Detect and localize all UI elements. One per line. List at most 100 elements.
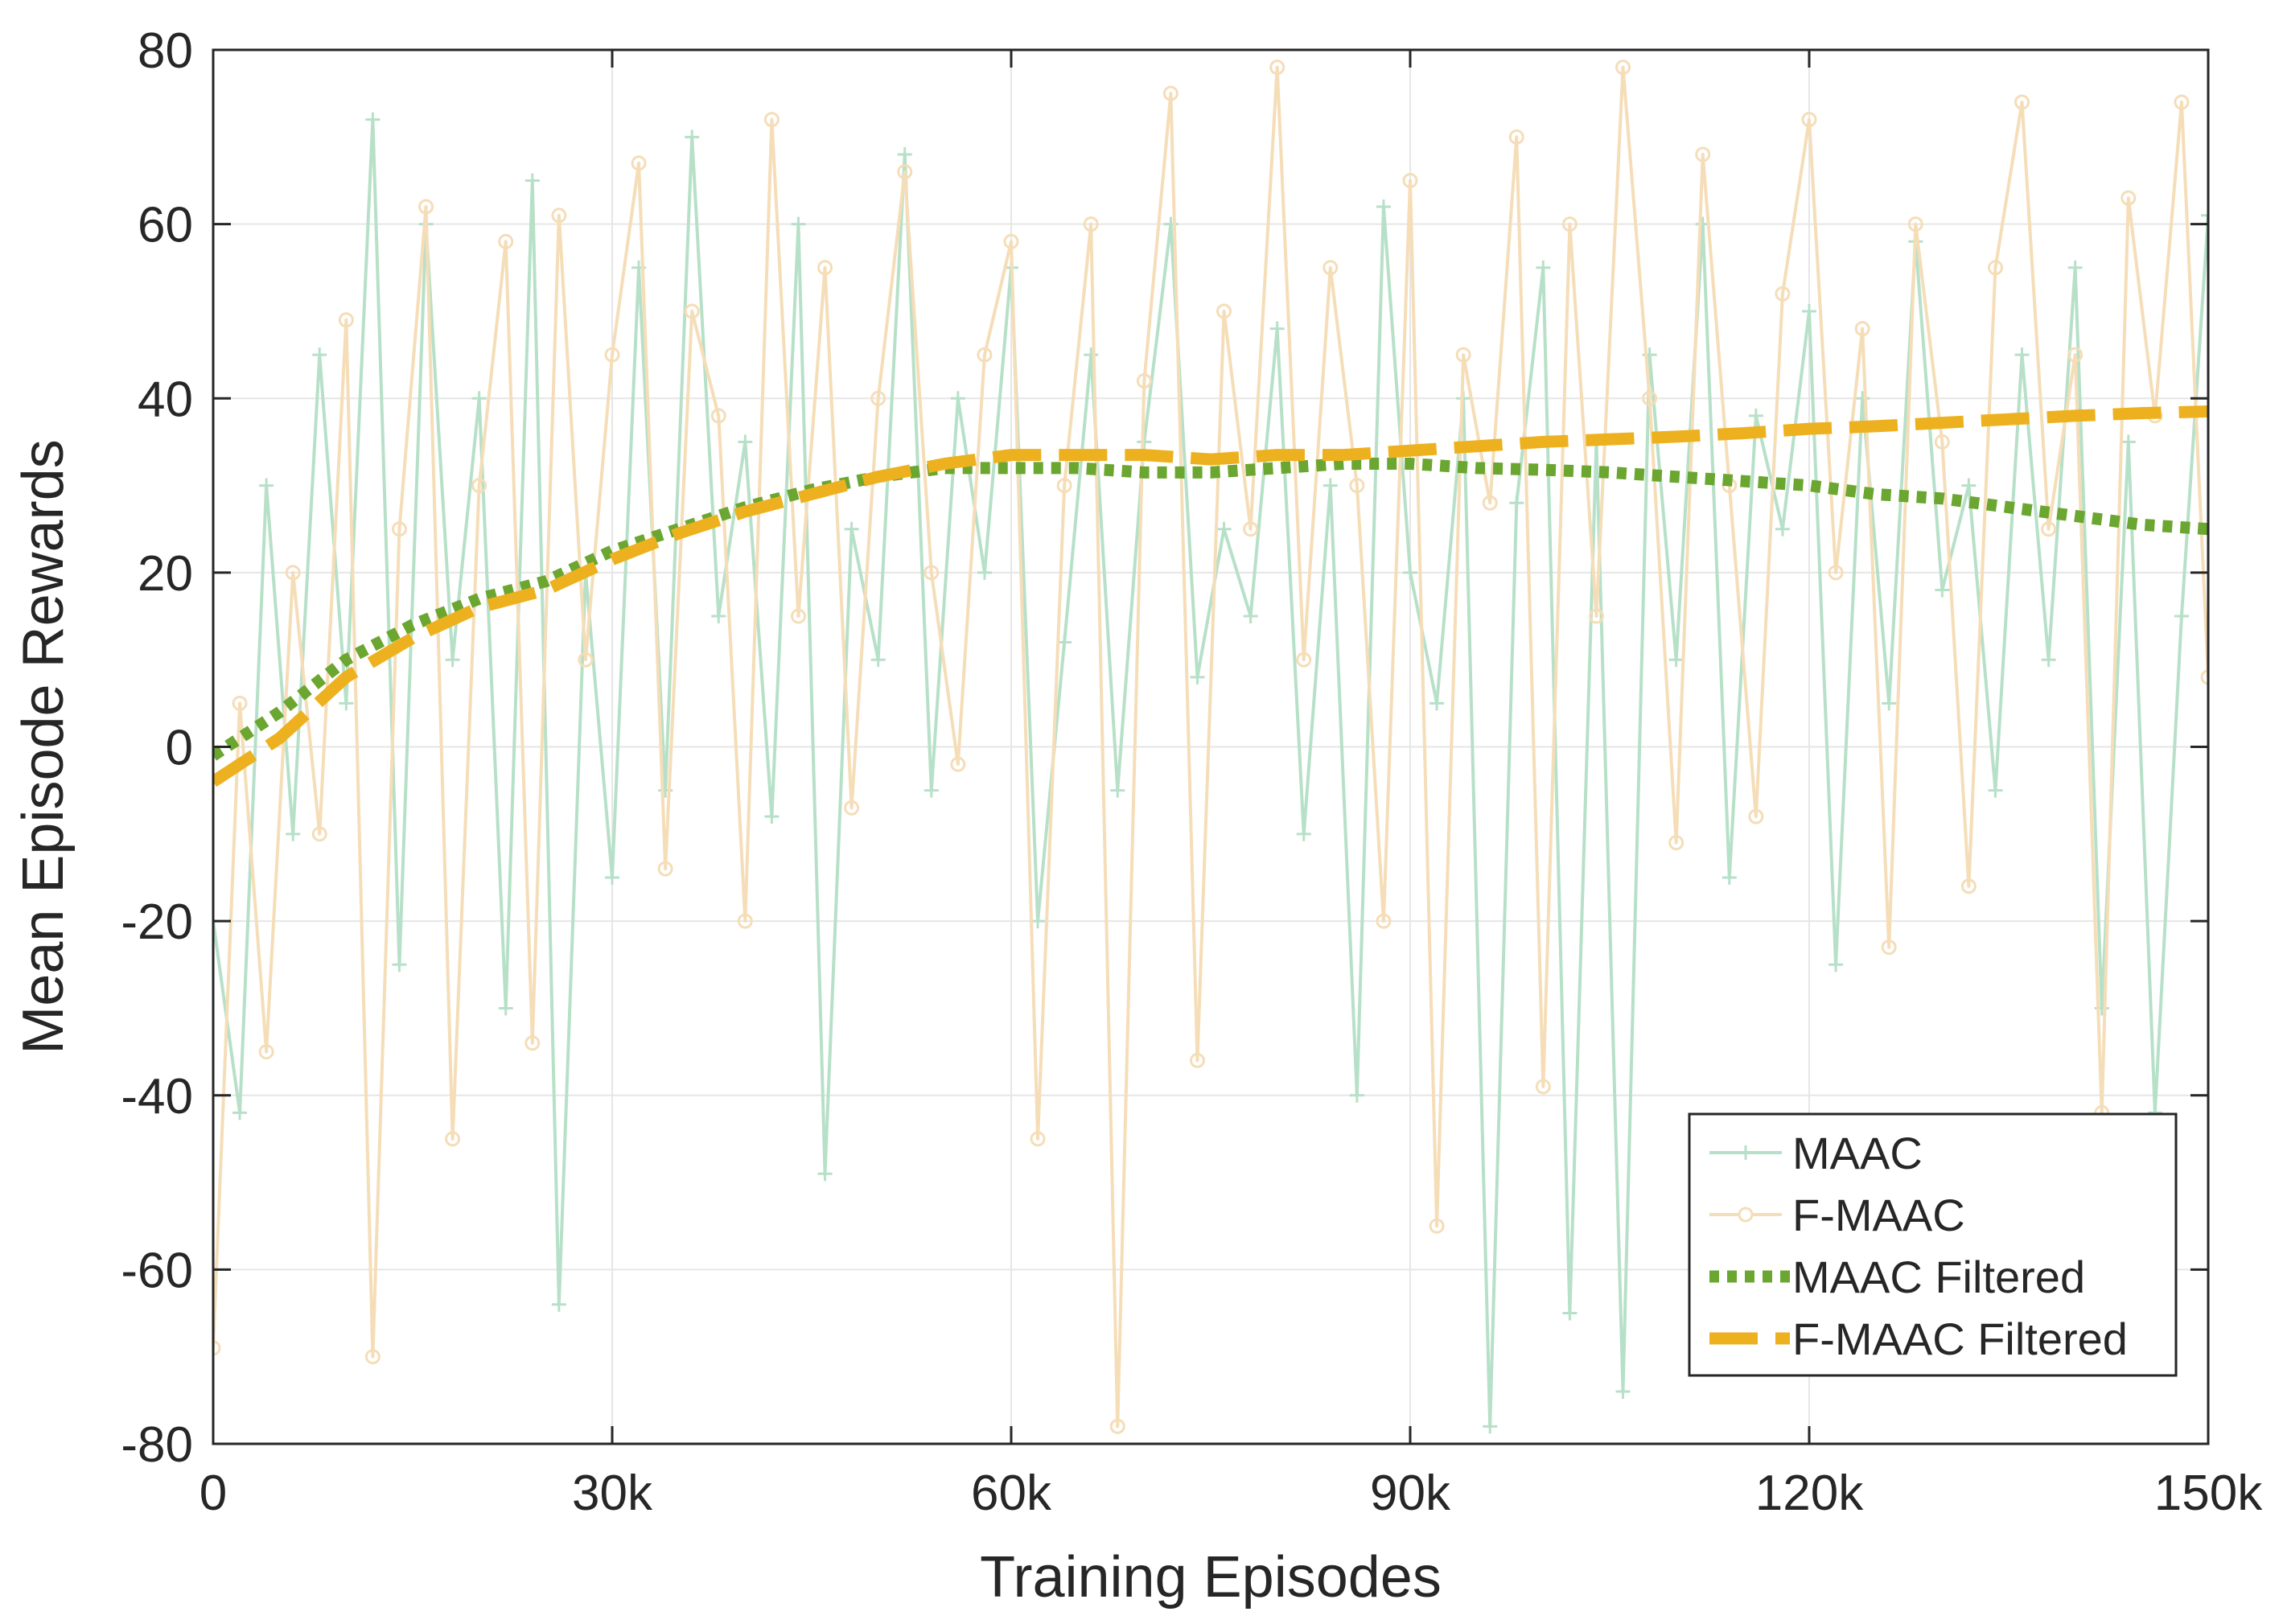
maac-point-marker bbox=[1190, 669, 1205, 685]
f-maac-point-marker bbox=[1748, 808, 1764, 824]
f-maac-point-marker bbox=[870, 390, 886, 406]
maac-point-marker bbox=[232, 1105, 248, 1120]
maac-point-marker bbox=[977, 565, 992, 580]
f-maac-point-marker bbox=[844, 800, 860, 816]
maac-point-marker bbox=[711, 609, 726, 624]
maac-point-marker bbox=[286, 826, 301, 841]
f-maac-point-marker bbox=[285, 565, 301, 581]
maac-point-marker bbox=[897, 146, 912, 162]
y-tick-label: -60 bbox=[121, 1243, 193, 1298]
f-maac-point-marker bbox=[213, 1340, 221, 1356]
maac-point-marker bbox=[1110, 783, 1125, 798]
maac-point-marker bbox=[1296, 826, 1311, 841]
f-maac-point-marker bbox=[1615, 60, 1631, 76]
maac-point-marker bbox=[685, 130, 700, 145]
legend-label: MAAC bbox=[1792, 1128, 1923, 1178]
f-maac-point-marker bbox=[1775, 286, 1791, 302]
maac-point-marker bbox=[950, 391, 965, 406]
f-maac-point-marker bbox=[391, 521, 407, 537]
y-tick-label: -20 bbox=[121, 894, 193, 950]
maac-point-marker bbox=[1615, 1384, 1631, 1400]
maac-point-marker bbox=[392, 957, 407, 972]
maac-point-marker bbox=[1802, 303, 1816, 319]
f-maac-point-marker bbox=[1030, 1131, 1046, 1147]
maac-point-marker bbox=[2014, 347, 2030, 363]
f-maac-point-marker bbox=[578, 652, 594, 668]
series-line-f-maac bbox=[213, 65, 2208, 1429]
y-tick-label: 80 bbox=[138, 23, 193, 79]
maac-point-marker bbox=[1030, 914, 1046, 929]
f-maac-point-marker bbox=[763, 112, 780, 128]
f-maac-point-marker bbox=[1482, 495, 1498, 511]
maac-point-marker bbox=[1322, 478, 1338, 493]
maac-point-marker bbox=[1828, 957, 1844, 972]
maac-point-marker bbox=[817, 1166, 833, 1182]
f-maac-point-marker bbox=[1828, 565, 1844, 581]
legend-entry-f-maac: F-MAAC bbox=[1709, 1190, 1965, 1240]
series-line-maac-filtered bbox=[213, 457, 2208, 761]
f-maac-point-marker bbox=[1189, 1052, 1205, 1068]
legend-label: F-MAAC Filtered bbox=[1792, 1314, 2128, 1364]
legend-label: F-MAAC bbox=[1792, 1190, 1965, 1240]
maac-point-marker bbox=[1961, 478, 1977, 493]
maac-point-marker bbox=[923, 783, 939, 798]
f-maac-point-marker bbox=[1960, 878, 1977, 894]
f-maac-point-marker bbox=[258, 1044, 274, 1060]
maac-point-marker bbox=[870, 652, 886, 668]
maac-point-marker bbox=[2174, 609, 2189, 624]
f-maac-point-marker bbox=[232, 695, 248, 711]
maac-point-marker bbox=[339, 696, 354, 711]
maac-point-marker bbox=[1403, 565, 1417, 580]
maac-point-marker bbox=[1562, 1305, 1578, 1321]
maac-point-marker bbox=[312, 347, 327, 363]
f-maac-point-marker bbox=[1987, 260, 2003, 276]
f-maac-point-marker bbox=[817, 260, 833, 276]
maac-point-marker bbox=[1483, 1419, 1498, 1434]
maac-point-marker bbox=[1509, 495, 1524, 511]
f-maac-point-marker bbox=[2041, 521, 2057, 537]
x-tick-label: 90k bbox=[1370, 1466, 1451, 1521]
maac-point-marker bbox=[1935, 582, 1950, 598]
f-maac-point-marker bbox=[631, 155, 647, 171]
f-maac-point-marker bbox=[1109, 1418, 1125, 1434]
f-maac-point-marker bbox=[710, 408, 726, 424]
maac-point-marker bbox=[1988, 783, 2003, 798]
y-tick-label: 40 bbox=[138, 372, 193, 427]
maac-point-marker bbox=[2121, 434, 2136, 450]
maac-point-marker bbox=[1084, 347, 1099, 363]
y-tick-label: 0 bbox=[166, 721, 193, 776]
f-maac-point-marker bbox=[1083, 216, 1099, 232]
f-maac-point-marker bbox=[1881, 939, 1897, 956]
f-maac-point-marker bbox=[498, 233, 514, 249]
maac-point-marker bbox=[498, 1001, 513, 1016]
f-maac-point-marker bbox=[2014, 94, 2030, 110]
legend-circle-marker bbox=[1738, 1207, 1754, 1223]
f-maac-point-marker bbox=[1056, 478, 1072, 494]
maac-point-marker bbox=[1882, 696, 1897, 711]
maac-point-marker bbox=[2067, 260, 2083, 275]
maac-point-marker bbox=[1429, 696, 1445, 711]
f-maac-point-marker bbox=[311, 826, 327, 842]
maac-point-marker bbox=[524, 173, 540, 188]
f-maac-point-marker bbox=[1003, 233, 1019, 249]
legend-entry-f-maac-filtered: F-MAAC Filtered bbox=[1709, 1314, 2128, 1364]
x-tick-label: 60k bbox=[971, 1466, 1052, 1521]
x-tick-label: 150k bbox=[2154, 1466, 2263, 1521]
maac-point-marker bbox=[764, 809, 780, 824]
maac-point-marker bbox=[259, 478, 274, 493]
f-maac-point-marker bbox=[1854, 321, 1870, 337]
f-maac-point-marker bbox=[551, 208, 567, 224]
maac-point-marker bbox=[605, 870, 619, 885]
maac-point-marker bbox=[471, 391, 487, 406]
maac-point-marker bbox=[365, 112, 380, 127]
f-maac-point-marker bbox=[418, 199, 434, 215]
f-maac-point-marker bbox=[1162, 85, 1179, 101]
f-maac-point-marker bbox=[1668, 835, 1684, 851]
maac-point-marker bbox=[1855, 391, 1870, 406]
maac-point-marker bbox=[1243, 609, 1258, 624]
y-tick-label: 60 bbox=[138, 198, 193, 253]
series-layer bbox=[213, 60, 2208, 1434]
maac-point-marker bbox=[1269, 321, 1285, 336]
f-maac-point-marker bbox=[2067, 347, 2083, 363]
